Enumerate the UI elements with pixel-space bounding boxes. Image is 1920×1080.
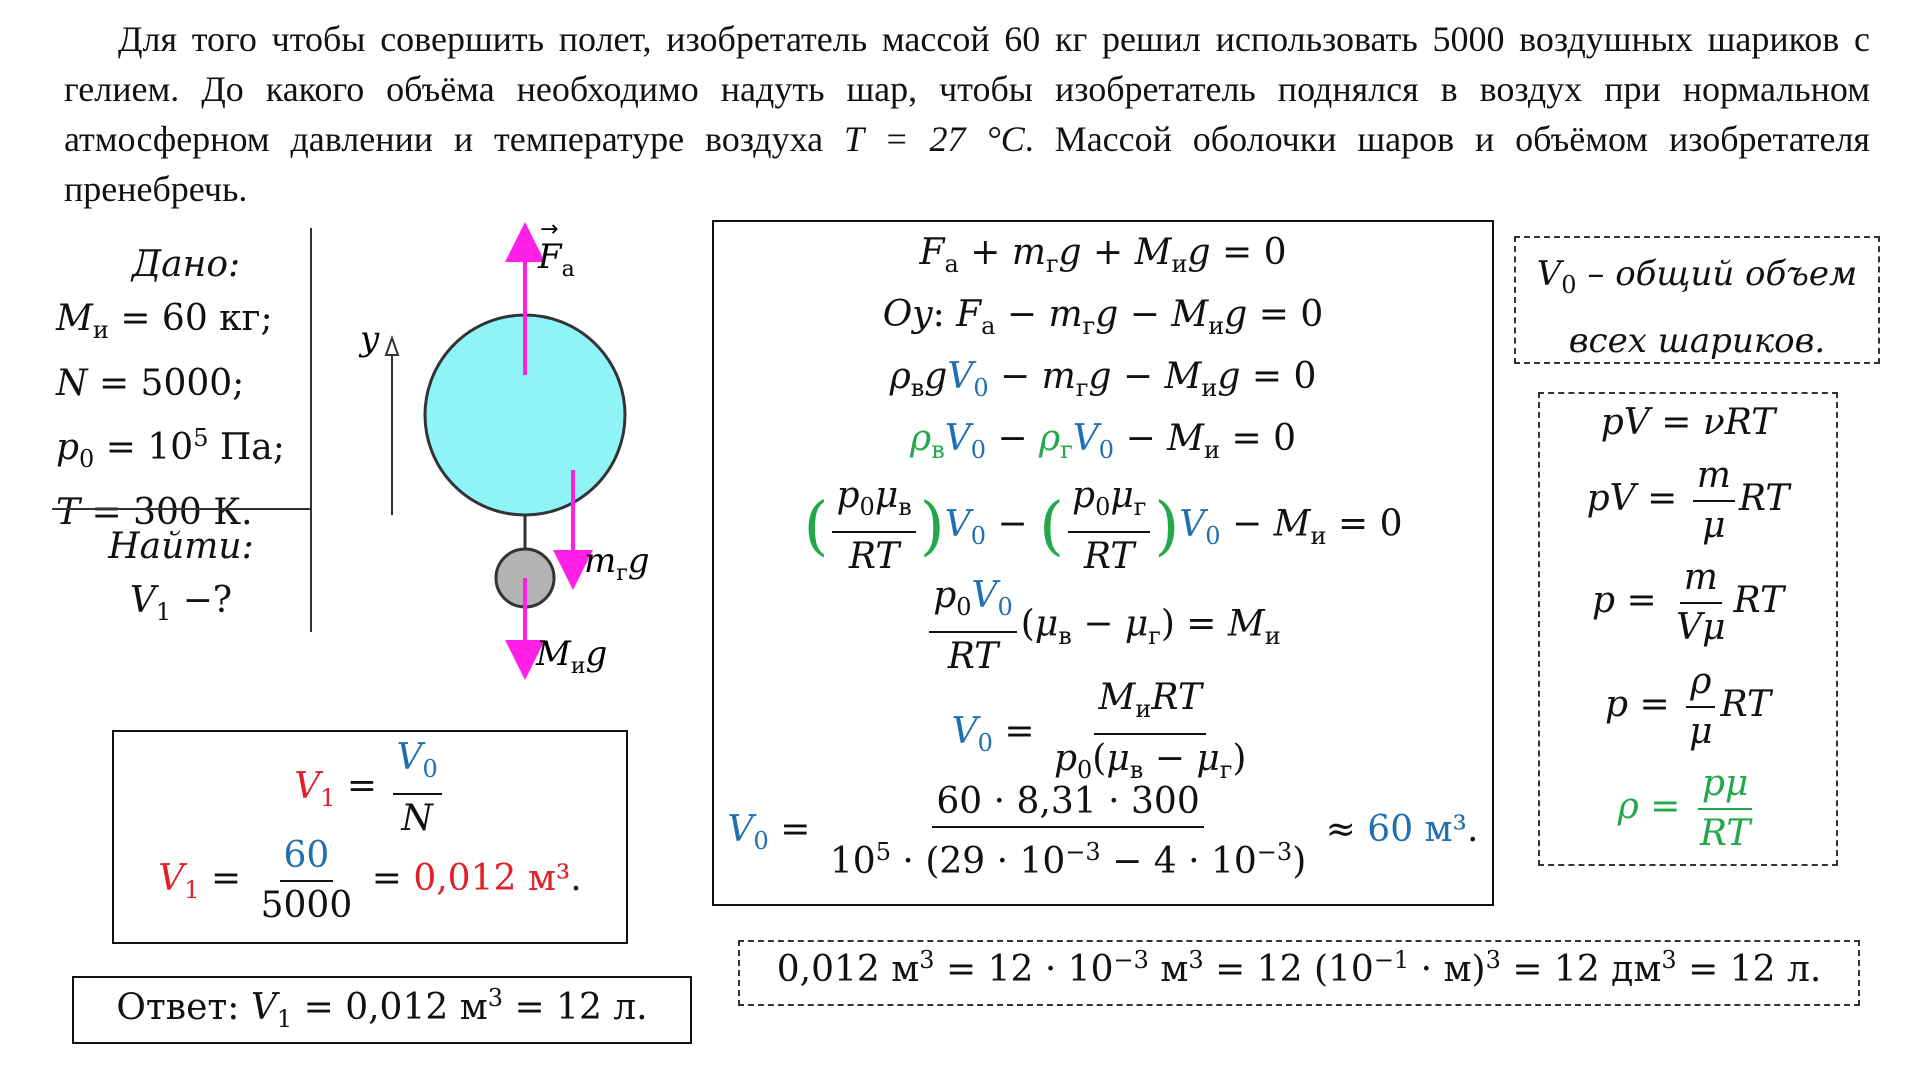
problem-statement: Для того чтобы совершить полет, изобрета… [64,14,1870,214]
find-value: V1 −? [129,580,233,627]
solution-line-7: V0 = MиRT p0(μв − μг) [951,677,1247,785]
gas-law-box [1538,392,1838,866]
note-text: V0 – общий объем всех шариков. [1514,246,1880,369]
conversion-box [738,940,1860,1006]
formula-2: pV = m μ RT [1586,455,1790,546]
inventor-weight-label: Mиg [535,634,607,679]
solution-box [712,220,1494,906]
conversion-text: 0,012 м3 = 12 · 10−3 м3 = 12 (10−1 · м)3… [776,946,1822,990]
vector-mark-icon: → [540,220,558,242]
v1-line-1: V1 = V0 N [112,736,628,841]
given-mass: Mи = 60 кг; [56,298,273,345]
v0-result: 60 м³ [1367,809,1467,850]
find-block: Найти: V1 −? [56,520,306,639]
given-title: Дано: [131,244,241,285]
answer-box [72,976,692,1044]
solution-line-4: ρвV0 − ρгV0 − Mи = 0 [910,418,1296,465]
answer-text: Ответ: V1 = 0,012 м3 = 12 л. [116,984,648,1034]
given-temperature: T = 300 К. [56,492,253,534]
formula-5: ρ = pμ RT [1617,763,1753,854]
y-axis-label: y [358,319,380,359]
note-line-1: V0 – общий объем [1536,254,1858,299]
given-pressure: p0 = 105 Па; [56,424,285,474]
v1-box [112,730,628,944]
find-title: Найти: [108,526,254,567]
solution-line-8: V0 = 60 · 8,31 · 300 105 · (29 · 10−3 − 4… [727,781,1479,882]
formula-3: p = m Vμ RT [1592,557,1784,648]
solution-line-6: p0V0 RT (μв − μг) = Mи [712,574,1494,679]
answer-label: Ответ: [116,987,240,1028]
solution-line-3: ρвgV0 − mгg − Mиg = 0 [889,356,1317,403]
v1-denominator: 5000 [260,885,353,926]
formula-4: p = ρ μ RT [1605,661,1771,752]
given-horizontal-divider [52,508,312,510]
helium-weight-label: mгg [584,541,650,586]
force-diagram: y Fа → mгg Mиg [358,220,650,680]
given-vertical-divider [310,228,312,632]
solution-line-5: (p0μв RT)V0 − (p0μг RT)V0 − Mи = 0 [803,475,1403,578]
given-count: N = 5000; [56,363,245,405]
formula-1: pV = νRT [1600,402,1776,443]
problem-text-start: Для того чтобы совершить полет, изобрета… [64,19,1870,159]
problem-text-end: . Массой оболочки шаров и объёмом изобре… [64,119,1870,209]
v1-line-2: V1 = 60 5000 = 0,012 м³. [158,834,582,926]
note-line-2: всех шариков. [1568,320,1826,361]
temperature-expression: T = 27 °C [844,119,1025,159]
solution-line-2: Oy: Fа − mгg − Mиg = 0 [882,294,1324,341]
given-block: Дано: Mи = 60 кг; N = 5000; p0 = 105 Па;… [56,238,316,540]
y-axis-arrow-icon [384,334,400,356]
v1-numerator: 60 [279,834,334,882]
v1-result: 0,012 м³ [413,858,571,899]
archimedes-force-label: Fа [537,237,575,282]
note-box [1514,236,1880,364]
solution-line-1: Fа + mгg + Mиg = 0 [919,232,1287,279]
